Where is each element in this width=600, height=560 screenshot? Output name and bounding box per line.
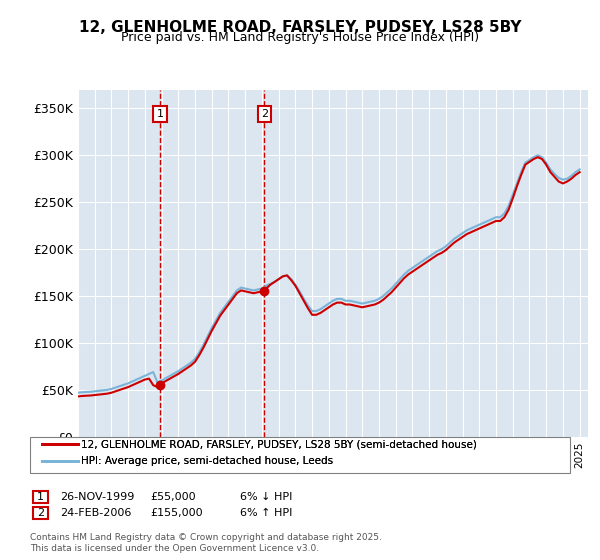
Text: 12, GLENHOLME ROAD, FARSLEY, PUDSEY, LS28 5BY: 12, GLENHOLME ROAD, FARSLEY, PUDSEY, LS2… bbox=[79, 20, 521, 35]
Text: HPI: Average price, semi-detached house, Leeds: HPI: Average price, semi-detached house,… bbox=[81, 456, 333, 466]
Text: Price paid vs. HM Land Registry's House Price Index (HPI): Price paid vs. HM Land Registry's House … bbox=[121, 31, 479, 44]
Text: £55,000: £55,000 bbox=[150, 492, 196, 502]
Text: £155,000: £155,000 bbox=[150, 508, 203, 518]
Text: 2: 2 bbox=[37, 508, 44, 518]
Text: 12, GLENHOLME ROAD, FARSLEY, PUDSEY, LS28 5BY (semi-detached house): 12, GLENHOLME ROAD, FARSLEY, PUDSEY, LS2… bbox=[81, 439, 477, 449]
Text: 12, GLENHOLME ROAD, FARSLEY, PUDSEY, LS28 5BY (semi-detached house): 12, GLENHOLME ROAD, FARSLEY, PUDSEY, LS2… bbox=[81, 439, 477, 449]
Text: 6% ↑ HPI: 6% ↑ HPI bbox=[240, 508, 292, 518]
Text: 24-FEB-2006: 24-FEB-2006 bbox=[60, 508, 131, 518]
Text: 26-NOV-1999: 26-NOV-1999 bbox=[60, 492, 134, 502]
Text: 6% ↓ HPI: 6% ↓ HPI bbox=[240, 492, 292, 502]
Text: Contains HM Land Registry data © Crown copyright and database right 2025.
This d: Contains HM Land Registry data © Crown c… bbox=[30, 533, 382, 553]
Text: 1: 1 bbox=[37, 492, 44, 502]
Text: 1: 1 bbox=[157, 109, 163, 119]
Text: 2: 2 bbox=[261, 109, 268, 119]
Text: HPI: Average price, semi-detached house, Leeds: HPI: Average price, semi-detached house,… bbox=[81, 456, 333, 466]
